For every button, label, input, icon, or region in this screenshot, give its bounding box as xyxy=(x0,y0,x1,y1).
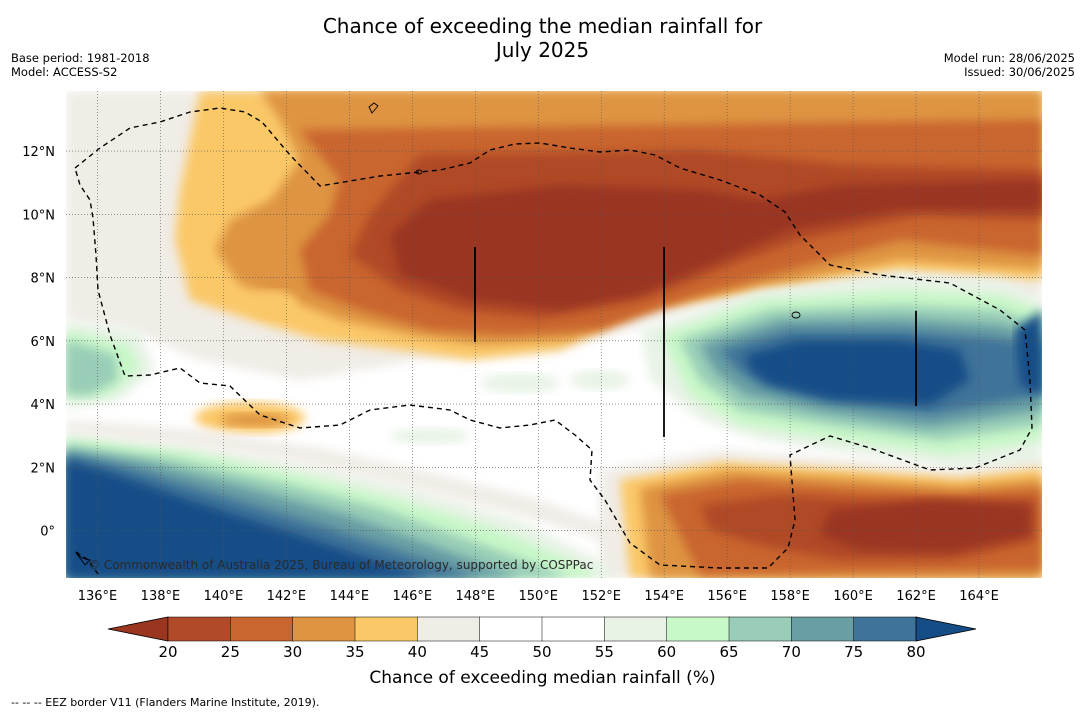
lat-tick-label: 8°N xyxy=(31,272,56,287)
colorbar-tick: 30 xyxy=(283,643,303,661)
base-period-label: Base period: 1981-2018 xyxy=(11,51,150,65)
colorbar-tick: 55 xyxy=(594,643,614,661)
graticule xyxy=(66,91,1042,578)
colorbar-under-extension xyxy=(107,616,169,642)
copyright-text: © Commonwealth of Australia 2025, Bureau… xyxy=(88,558,594,572)
colorbar-segment xyxy=(167,616,232,642)
colorbar-segment xyxy=(354,616,419,642)
lon-tick-label: 162°E xyxy=(896,589,936,604)
colorbar-segment xyxy=(853,616,917,642)
colorbar-segment xyxy=(479,616,543,642)
colorbar-tick: 80 xyxy=(906,643,926,661)
colorbar-tick: 45 xyxy=(470,643,490,661)
lon-tick-label: 152°E xyxy=(581,589,621,604)
colorbar-tick: 35 xyxy=(345,643,365,661)
colorbar-tick: 75 xyxy=(844,643,864,661)
colorbar-over-extension xyxy=(915,616,977,642)
marker-lines xyxy=(474,247,917,437)
lon-tick-label: 148°E xyxy=(456,589,496,604)
colorbar-label: Chance of exceeding median rainfall (%) xyxy=(369,668,716,688)
colorbar-tick: 40 xyxy=(407,643,427,661)
lon-tick-label: 160°E xyxy=(833,589,873,604)
model-run-label: Model run: 28/06/2025 xyxy=(943,51,1075,65)
eez-legend-note: -- -- -- EEZ border V11 (Flanders Marine… xyxy=(11,696,320,709)
colorbar-segment xyxy=(417,616,481,642)
colorbar-tick: 50 xyxy=(532,643,552,661)
colorbar-tick: 70 xyxy=(781,643,801,661)
lat-tick-label: 12°N xyxy=(22,145,55,160)
colorbar-segment xyxy=(230,616,294,642)
issued-label: Issued: 30/06/2025 xyxy=(964,65,1075,79)
colorbar-tick: 20 xyxy=(158,643,178,661)
colorbar-segment xyxy=(728,616,793,642)
colorbar-tick: 60 xyxy=(657,643,677,661)
longitude-tick-labels: 136°E 138°E 140°E 142°E 144°E 146°E 148°E 150°E… xyxy=(78,589,999,604)
lat-tick-label: 2°N xyxy=(31,461,56,476)
lat-tick-label: 4°N xyxy=(31,398,56,413)
map-title-line1: Chance of exceeding the median rainfall … xyxy=(322,14,763,38)
colorbar-tick: 65 xyxy=(719,643,739,661)
island-outlines xyxy=(75,102,801,566)
colorbar-segment xyxy=(292,616,356,642)
lat-tick-label: 10°N xyxy=(22,208,55,223)
lon-tick-label: 156°E xyxy=(707,589,747,604)
map-title-line2: July 2025 xyxy=(495,38,590,62)
rainfall-probability-field xyxy=(66,91,1042,578)
lon-tick-label: 158°E xyxy=(770,589,810,604)
lon-tick-label: 144°E xyxy=(330,589,370,604)
lon-tick-label: 142°E xyxy=(267,589,307,604)
colorbar-segment xyxy=(666,616,730,642)
lon-tick-label: 154°E xyxy=(644,589,684,604)
lon-tick-label: 150°E xyxy=(518,589,558,604)
colorbar-segment xyxy=(791,616,855,642)
colorbar-segment xyxy=(604,616,668,642)
model-label: Model: ACCESS-S2 xyxy=(11,65,118,79)
lat-tick-label: 6°N xyxy=(31,335,56,350)
latitude-tick-labels: 12°N 10°N 8°N 6°N 4°N 2°N 0° xyxy=(22,145,55,539)
lon-tick-label: 146°E xyxy=(393,589,433,604)
lat-tick-label: 0° xyxy=(40,525,55,540)
lon-tick-label: 136°E xyxy=(78,589,118,604)
colorbar-segment xyxy=(541,616,606,642)
colorbar-tick: 25 xyxy=(220,643,240,661)
colorbar xyxy=(107,616,977,642)
lon-tick-label: 138°E xyxy=(141,589,181,604)
lon-tick-label: 164°E xyxy=(959,589,999,604)
eez-border xyxy=(74,107,1033,575)
lon-tick-label: 140°E xyxy=(204,589,244,604)
